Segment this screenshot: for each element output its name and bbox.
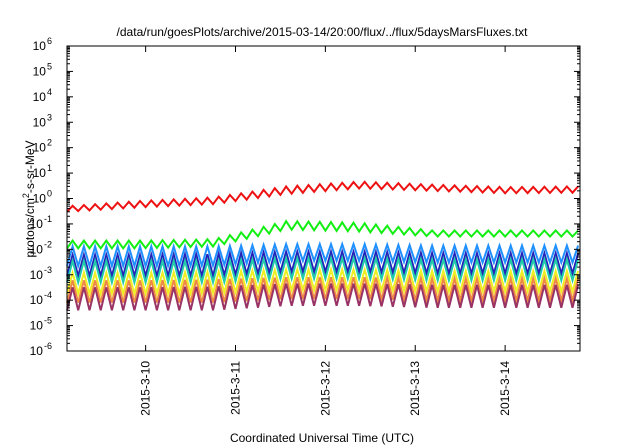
series-line-6 (66, 265, 580, 298)
series-layer (66, 180, 580, 311)
series-line-7 (66, 273, 580, 305)
series-line-3 (66, 240, 580, 270)
x-tick-label: 2015-3-10 (139, 361, 153, 416)
x-tick-label: 2015-3-14 (498, 361, 512, 416)
series-line-2 (66, 219, 579, 251)
series-line-8 (66, 283, 580, 311)
y-tick-label: 10-5 (30, 316, 52, 333)
chart-title: /data/run/goesPlots/archive/2015-03-14/2… (117, 25, 529, 39)
y-axis-label: protons/cm2-s-sr-MeV (21, 140, 37, 257)
x-tick-label: 2015-3-11 (229, 361, 243, 415)
y-tick-label: 106 (33, 36, 52, 53)
x-axis: 2015-3-10 2015-3-11 2015-3-12 2015-3-13 2015… (139, 46, 512, 416)
y-tick-label: 104 (33, 87, 52, 104)
x-tick-label: 2015-3-12 (318, 361, 332, 416)
x-tick-label: 2015-3-13 (408, 361, 422, 416)
x-axis-label: Coordinated Universal Time (UTC) (230, 431, 414, 445)
y-tick-label: 10-6 (30, 341, 52, 358)
series-line-4 (66, 248, 580, 280)
y-tick-label: 105 (33, 61, 52, 78)
y-tick-label: 10-4 (30, 290, 52, 307)
series-line-1 (66, 180, 579, 213)
y-tick-label: 10-3 (30, 265, 52, 282)
series-line-5 (66, 254, 580, 287)
y-tick-label: 103 (33, 112, 52, 129)
